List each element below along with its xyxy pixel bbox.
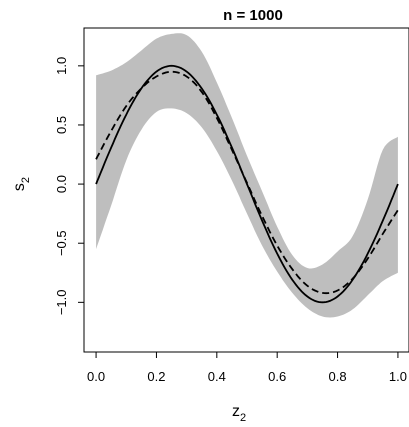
true-function-line-solid: [95, 64, 399, 304]
y-tick-label: 0.0: [54, 175, 69, 193]
y-tick-label: 1.0: [54, 57, 69, 75]
x-axis-title-base: z: [232, 403, 240, 420]
y-axis-title: s2: [11, 177, 32, 191]
x-axis-title: z2: [232, 403, 246, 424]
y-axis-title-base: s: [11, 183, 28, 191]
x-tick-label: 0.8: [329, 369, 347, 384]
x-tick-label: 0.6: [268, 369, 286, 384]
x-axis-title-subscript: 2: [240, 412, 246, 424]
x-axis: 0.0 0.2 0.4 0.6 0.8 1.0: [87, 351, 407, 384]
confidence-band-layer: [96, 33, 398, 318]
x-tick-label: 0.4: [208, 369, 226, 384]
x-tick-label: 0.2: [147, 369, 165, 384]
estimate-line-dashed: [95, 70, 399, 295]
y-tick-label: 0.5: [54, 116, 69, 134]
chart-title: n = 1000: [223, 7, 283, 24]
y-tick-label: −1.0: [54, 289, 69, 315]
x-tick-label: 0.0: [87, 369, 105, 384]
confidence-band: [96, 33, 398, 318]
y-tick-label: −0.5: [54, 230, 69, 256]
x-tick-label: 1.0: [389, 369, 407, 384]
series-layer: [95, 64, 399, 304]
y-axis: −1.0 −0.5 0.0 0.5 1.0: [54, 57, 85, 315]
y-axis-title-subscript: 2: [20, 177, 32, 183]
